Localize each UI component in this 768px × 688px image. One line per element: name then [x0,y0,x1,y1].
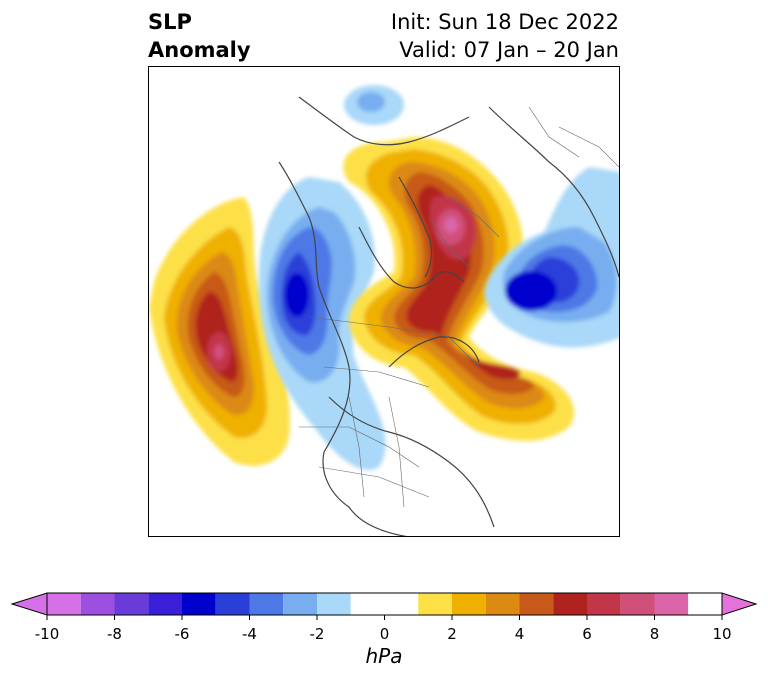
colorbar-segment [350,593,419,615]
colorbar-tick-label: 8 [650,625,660,643]
anomaly-map [149,85,619,536]
colorbar-tick-label: 0 [380,625,390,643]
colorbar-unit-label: hPa [365,644,403,668]
colorbar-segment [620,593,655,615]
colorbar-under-arrow [10,592,48,616]
colorbar-tick-label: -8 [107,625,122,643]
plot-title: SLP Anomaly [148,8,251,64]
colorbar-segment [688,593,722,615]
colorbar-segment [283,593,317,615]
coastlines [278,96,619,536]
colorbar-segment [215,593,250,615]
colorbar-tick-label: -10 [35,625,60,643]
colorbar-tick-label: 6 [582,625,592,643]
map-panel [148,66,620,537]
init-date: Init: Sun 18 Dec 2022 [390,10,619,34]
colorbar-segment [418,593,452,615]
colorbar-segment [587,593,621,615]
date-info: Init: Sun 18 Dec 2022 Valid: 07 Jan – 20… [391,8,619,64]
title-line-2: Anomaly [148,38,251,62]
colorbar-tick-label: 4 [515,625,525,643]
colorbar-segment [148,593,182,615]
colorbar-segment [654,593,689,615]
valid-range: Valid: 07 Jan – 20 Jan [399,38,619,62]
political-borders [299,106,619,508]
colorbar: -10 -8 -6 -4 -2 0 2 4 6 8 10 [0,580,768,684]
colorbar-segment [249,593,284,615]
colorbar-tick-label: -6 [175,625,190,643]
colorbar-segment [114,593,149,615]
colorbar-segment [47,593,81,615]
colorbar-tick-label: 10 [712,625,731,643]
alaska-low [258,177,386,471]
colorbar-segment [485,593,520,615]
atlantic-low [484,167,619,348]
pacific-high [149,197,290,466]
colorbar-segments [10,592,758,616]
colorbar-over-arrow [721,592,758,616]
colorbar-segment [519,593,554,615]
colorbar-segment [452,593,486,615]
colorbar-tick-label: 2 [447,625,457,643]
colorbar-segment [80,593,115,615]
colorbar-graphic: -10 -8 -6 -4 -2 0 2 4 6 8 10 [10,592,758,643]
colorbar-segment [182,593,216,615]
russia-low [344,85,404,125]
colorbar-segment [553,593,587,615]
colorbar-tick-label: -4 [242,625,257,643]
colorbar-segment [317,593,351,615]
colorbar-tick-label: -2 [310,625,325,643]
colorbar-ticks: -10 -8 -6 -4 -2 0 2 4 6 8 10 [35,615,732,643]
title-line-1: SLP [148,10,192,34]
